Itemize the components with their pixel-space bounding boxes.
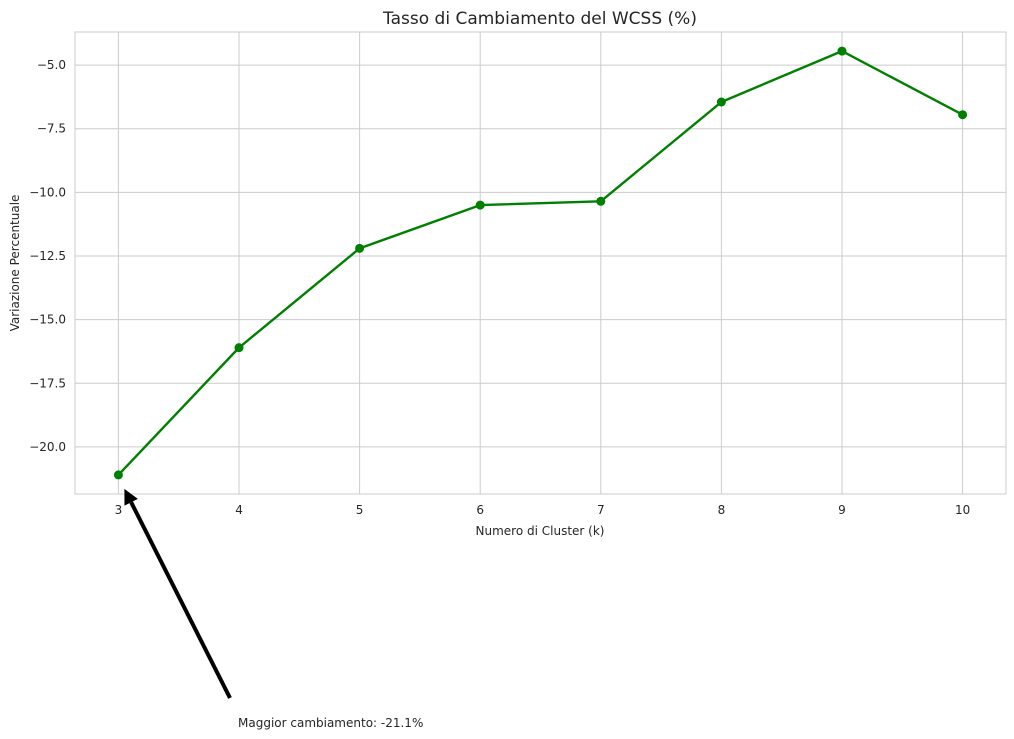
x-tick-label: 4 <box>235 503 243 517</box>
y-tick-label: −20.0 <box>29 440 66 454</box>
data-point <box>234 343 244 353</box>
data-point <box>355 243 365 253</box>
data-point <box>596 196 606 206</box>
x-tick-label: 9 <box>838 503 846 517</box>
data-point <box>716 97 726 107</box>
x-tick-label: 7 <box>597 503 605 517</box>
data-point <box>958 110 968 120</box>
data-point <box>113 470 123 480</box>
x-tick-label: 3 <box>115 503 123 517</box>
x-tick-label: 5 <box>356 503 364 517</box>
tick-labels: 3 4 5 6 7 8 9 10 −20.0 −17.5 −15.0 −12.5 −10.0 −7.5 −5… <box>29 58 970 517</box>
data-point <box>475 200 485 210</box>
annotation <box>124 488 232 699</box>
grid <box>75 32 1006 494</box>
series-layer <box>113 46 968 480</box>
plot-area <box>74 31 1007 495</box>
annotation-arrow-head <box>124 488 138 506</box>
y-tick-label: −15.0 <box>29 313 66 327</box>
annotation-text: Maggior cambiamento: -21.1% <box>238 716 423 730</box>
x-axis-label: Numero di Cluster (k) <box>476 524 605 538</box>
y-tick-label: −5.0 <box>37 58 66 72</box>
y-tick-label: −17.5 <box>29 376 66 390</box>
x-tick-label: 6 <box>476 503 484 517</box>
data-point <box>837 46 847 56</box>
series-line <box>117 49 964 476</box>
y-tick-label: −7.5 <box>37 122 66 136</box>
annotation-arrow-shaft <box>129 501 232 699</box>
y-axis-label: Variazione Percentuale <box>8 195 22 332</box>
y-tick-label: −12.5 <box>29 249 66 263</box>
x-tick-label: 8 <box>718 503 726 517</box>
y-tick-label: −10.0 <box>29 185 66 199</box>
x-tick-label: 10 <box>955 503 970 517</box>
chart-title: Tasso di Cambiamento del WCSS (%) <box>382 9 697 29</box>
